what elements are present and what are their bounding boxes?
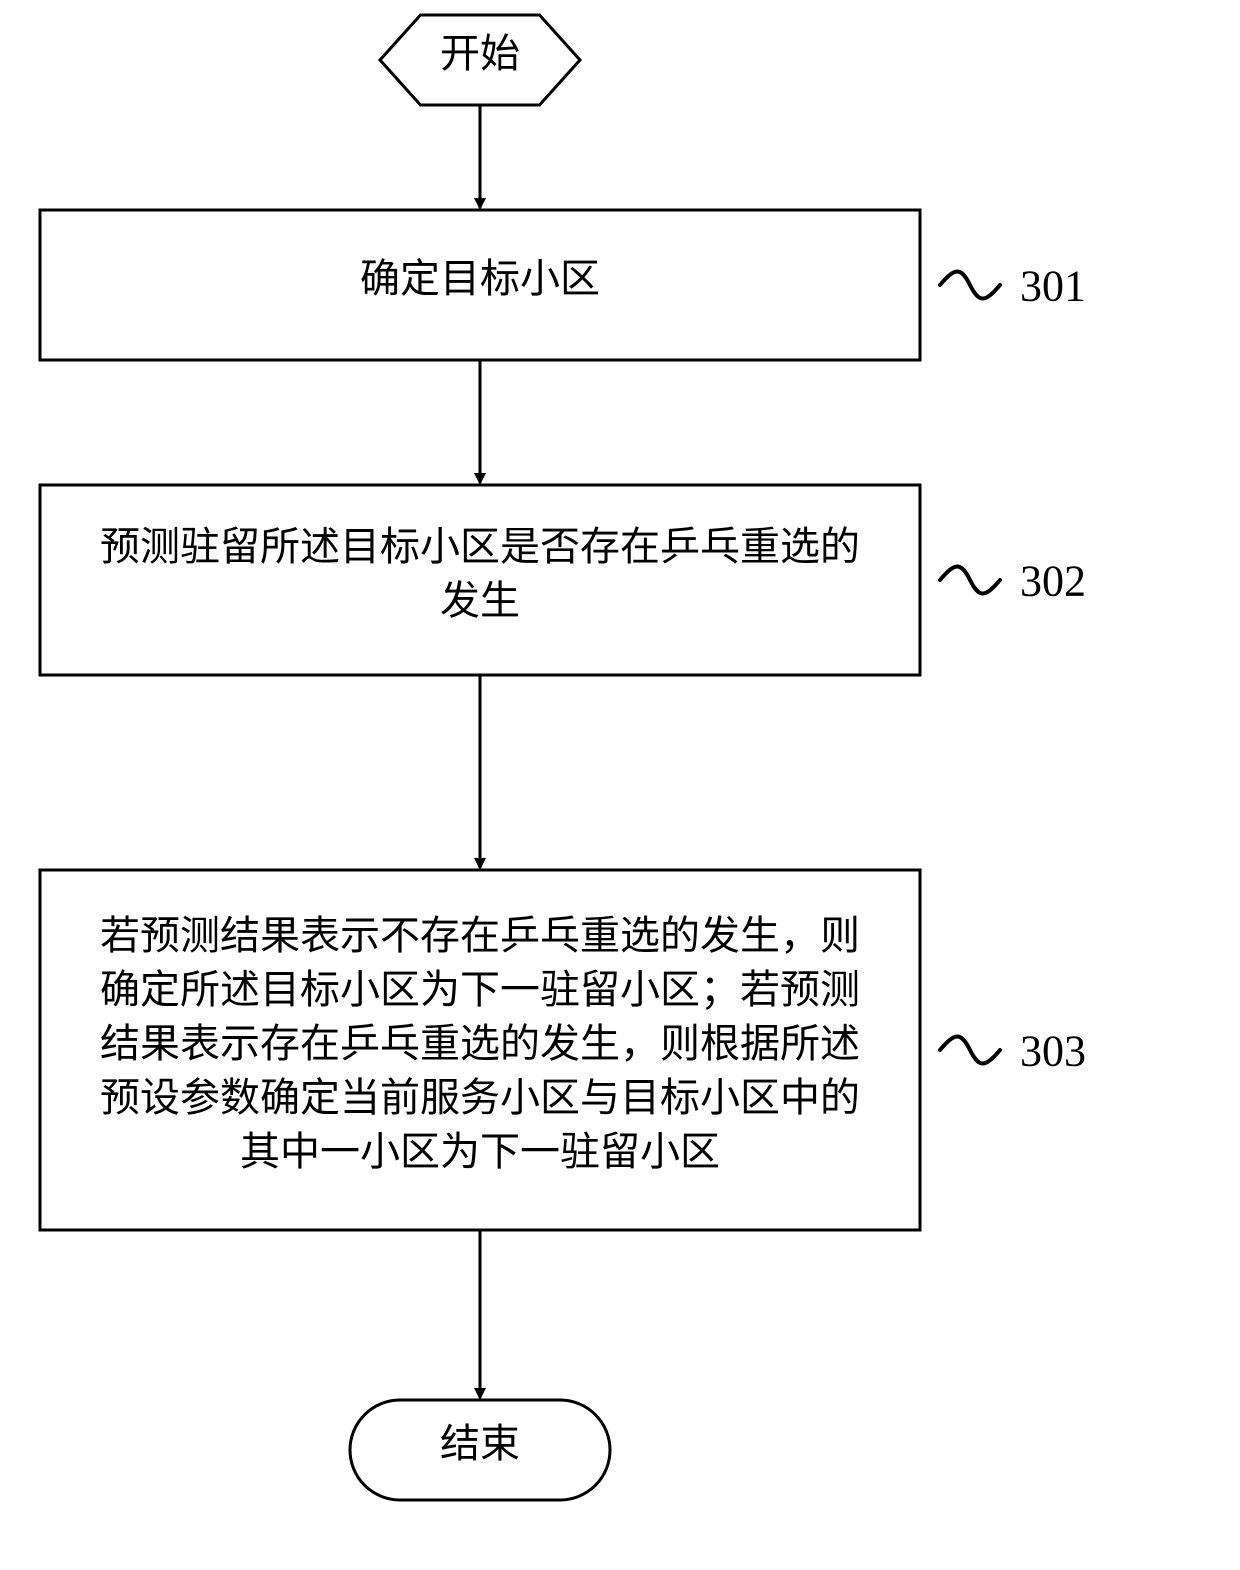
step-label-step1: 301 — [1020, 261, 1086, 310]
node-text-step3-line3: 预设参数确定当前服务小区与目标小区中的 — [100, 1075, 860, 1120]
node-text-step3-line0: 若预测结果表示不存在乒乓重选的发生，则 — [100, 913, 860, 958]
labels-layer: 301 302 303 — [940, 261, 1086, 1075]
label-connector-step2 — [940, 567, 1000, 594]
step-label-step3: 303 — [1020, 1026, 1086, 1075]
step-label-step2: 302 — [1020, 556, 1086, 605]
node-text-step2-line1: 发生 — [440, 578, 520, 623]
node-text-step2-line0: 预测驻留所述目标小区是否存在乒乓重选的 — [100, 524, 860, 569]
node-text-end-line0: 结束 — [440, 1421, 520, 1466]
flowchart-canvas: 开始确定目标小区预测驻留所述目标小区是否存在乒乓重选的发生若预测结果表示不存在乒… — [0, 0, 1240, 1570]
node-text-step3-line4: 其中一小区为下一驻留小区 — [240, 1129, 720, 1174]
label-connector-step1 — [940, 272, 1000, 299]
node-text-step3-line2: 结果表示存在乒乓重选的发生，则根据所述 — [100, 1021, 860, 1066]
node-text-start-line0: 开始 — [440, 31, 520, 76]
node-text-step1-line0: 确定目标小区 — [360, 256, 600, 301]
label-connector-step3 — [940, 1037, 1000, 1064]
node-text-step3-line1: 确定所述目标小区为下一驻留小区；若预测 — [100, 967, 860, 1012]
